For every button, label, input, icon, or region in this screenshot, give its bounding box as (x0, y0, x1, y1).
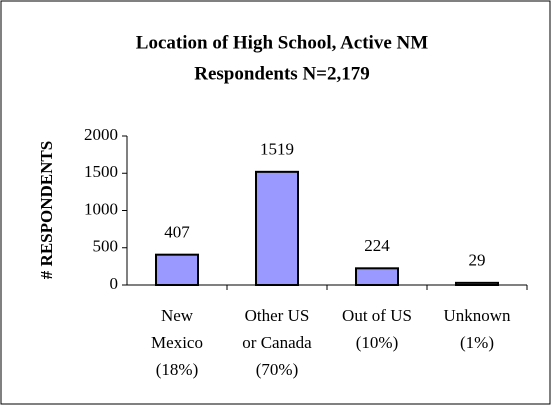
x-tick-label: Out of US (342, 306, 412, 325)
data-label: 224 (364, 236, 390, 255)
y-tick-label: 0 (110, 274, 119, 293)
x-tick-label: Unknown (443, 306, 511, 325)
x-tick-label: Other US (245, 306, 310, 325)
y-tick-label: 2000 (84, 125, 118, 144)
chart-title: Location of High School, Active NM (136, 32, 428, 53)
x-tick-label: Mexico (151, 333, 203, 352)
data-label: 1519 (260, 140, 294, 159)
x-tick-label: New (161, 306, 194, 325)
x-tick-label: (10%) (356, 333, 398, 352)
bar (155, 253, 199, 286)
y-tick-label: 1500 (84, 162, 118, 181)
x-tick-label: (70%) (256, 360, 298, 379)
bar (455, 281, 499, 287)
chart-title: Respondents N=2,179 (194, 63, 370, 84)
y-tick-label: 1000 (84, 199, 118, 218)
data-label: 29 (469, 251, 486, 270)
y-tick-label: 500 (93, 237, 119, 256)
x-tick-label: (18%) (156, 360, 198, 379)
y-axis-label: # RESPONDENTS (37, 141, 56, 279)
bar (355, 267, 399, 287)
data-label: 407 (164, 223, 190, 242)
bar (255, 170, 299, 286)
x-tick-label: (1%) (460, 333, 494, 352)
x-tick-label: or Canada (242, 333, 312, 352)
